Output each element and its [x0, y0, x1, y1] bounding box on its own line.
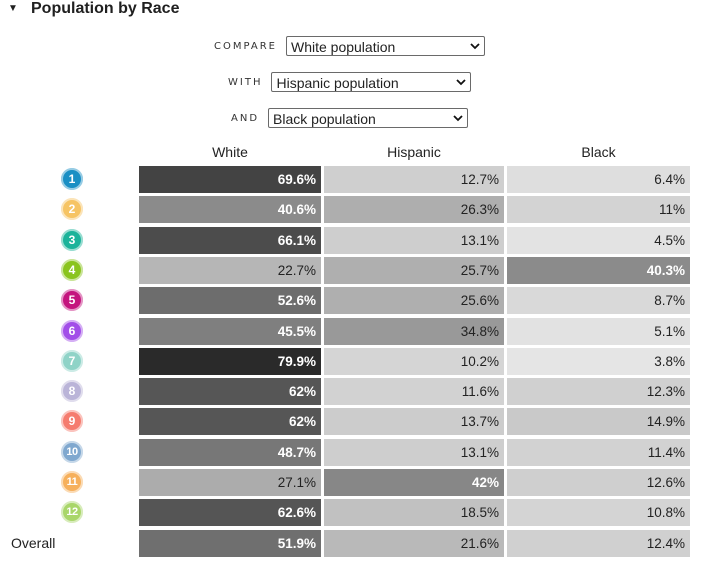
chevron-down-icon: [470, 43, 480, 50]
table-row: 9 62% 13.7% 14.9%: [0, 408, 703, 436]
area-badge[interactable]: 2: [61, 198, 83, 221]
area-badge[interactable]: 9: [61, 410, 83, 433]
black-share-cell: 14.9%: [507, 408, 690, 436]
white-share-cell: 62%: [139, 408, 321, 436]
table-row: 11 27.1% 42% 12.6%: [0, 469, 703, 496]
area-badge[interactable]: 12: [61, 501, 83, 524]
table-row: 7 79.9% 10.2% 3.8%: [0, 347, 703, 375]
hispanic-share-cell: 21.6%: [324, 529, 504, 557]
black-share-cell: 40.3%: [507, 256, 690, 284]
white-share-cell: 69.6%: [139, 166, 321, 193]
with-label: WITH: [228, 76, 263, 88]
and-select-value: Black population: [273, 111, 376, 127]
hispanic-share-cell: 13.7%: [324, 408, 504, 436]
overall-label: Overall: [11, 534, 56, 551]
white-share-cell: 22.7%: [139, 256, 321, 284]
column-header-black: Black: [581, 144, 616, 160]
area-badge[interactable]: 7: [61, 349, 83, 372]
compare-select[interactable]: White population: [285, 36, 485, 56]
hispanic-share-cell: 18.5%: [324, 499, 504, 527]
table-row: 12 62.6% 18.5% 10.8%: [0, 499, 703, 527]
caret-down-icon: ▼: [8, 3, 18, 14]
hispanic-share-cell: 10.2%: [324, 347, 504, 375]
black-share-cell: 10.8%: [507, 499, 690, 527]
white-share-cell: 62%: [139, 378, 321, 406]
column-header-hispanic: Hispanic: [387, 144, 441, 160]
area-badge[interactable]: 3: [61, 228, 83, 251]
hispanic-share-cell: 11.6%: [324, 378, 504, 406]
white-share-cell: 79.9%: [139, 347, 321, 375]
hispanic-share-cell: 12.7%: [324, 166, 504, 193]
black-share-cell: 4.5%: [507, 226, 690, 254]
with-filter-row: WITH Hispanic population: [228, 71, 472, 93]
table-row: 1 69.6% 12.7% 6.4%: [0, 166, 703, 193]
white-share-cell: 45.5%: [139, 317, 321, 345]
area-badge[interactable]: 6: [61, 319, 83, 342]
compare-select-value: White population: [290, 39, 396, 55]
table-row: 5 52.6% 25.6% 8.7%: [0, 287, 703, 315]
hispanic-share-cell: 26.3%: [324, 196, 504, 224]
area-badge[interactable]: 10: [61, 440, 83, 463]
with-select[interactable]: Hispanic population: [271, 72, 472, 92]
table-row: 8 62% 11.6% 12.3%: [0, 378, 703, 406]
chevron-down-icon: [453, 115, 463, 122]
table-row: 2 40.6% 26.3% 11%: [0, 196, 703, 224]
black-share-cell: 11%: [507, 196, 690, 224]
with-select-value: Hispanic population: [276, 75, 399, 91]
compare-label: COMPARE: [214, 40, 277, 52]
area-badge[interactable]: 4: [61, 258, 83, 281]
black-share-cell: 12.6%: [507, 469, 690, 496]
column-header-white: White: [212, 144, 248, 160]
black-share-cell: 11.4%: [507, 438, 690, 466]
table-row: 4 22.7% 25.7% 40.3%: [0, 256, 703, 284]
black-share-cell: 5.1%: [507, 317, 690, 345]
black-share-cell: 12.4%: [507, 529, 690, 557]
hispanic-share-cell: 25.7%: [324, 256, 504, 284]
area-badge[interactable]: 5: [61, 289, 83, 312]
black-share-cell: 8.7%: [507, 287, 690, 315]
chevron-down-icon: [456, 79, 467, 86]
hispanic-share-cell: 13.1%: [324, 226, 504, 254]
white-share-cell: 27.1%: [139, 469, 321, 496]
table-row: 3 66.1% 13.1% 4.5%: [0, 226, 703, 254]
and-filter-row: AND Black population: [231, 107, 469, 129]
white-share-cell: 66.1%: [139, 226, 321, 254]
black-share-cell: 3.8%: [507, 347, 690, 375]
white-share-cell: 62.6%: [139, 499, 321, 527]
table-row: 10 48.7% 13.1% 11.4%: [0, 438, 703, 466]
compare-filter-row: COMPARE White population: [214, 35, 485, 57]
hispanic-share-cell: 25.6%: [324, 287, 504, 315]
white-share-cell: 51.9%: [139, 529, 321, 557]
and-label: AND: [231, 112, 260, 124]
white-share-cell: 52.6%: [139, 287, 321, 315]
section-toggle-population-by-race[interactable]: ▼ Population by Race: [6, 0, 179, 18]
white-share-cell: 48.7%: [139, 438, 321, 466]
area-badge[interactable]: 11: [61, 471, 83, 493]
black-share-cell: 12.3%: [507, 378, 690, 406]
overall-row: Overall 51.9% 21.6% 12.4%: [0, 529, 703, 557]
area-badge[interactable]: 8: [61, 380, 83, 403]
area-badge[interactable]: 1: [61, 168, 83, 190]
section-title: Population by Race: [31, 0, 180, 17]
hispanic-share-cell: 34.8%: [324, 317, 504, 345]
black-share-cell: 6.4%: [507, 166, 690, 193]
hispanic-share-cell: 13.1%: [324, 438, 504, 466]
and-select[interactable]: Black population: [268, 108, 469, 128]
table-row: 6 45.5% 34.8% 5.1%: [0, 317, 703, 345]
white-share-cell: 40.6%: [139, 196, 321, 224]
hispanic-share-cell: 42%: [324, 469, 504, 496]
